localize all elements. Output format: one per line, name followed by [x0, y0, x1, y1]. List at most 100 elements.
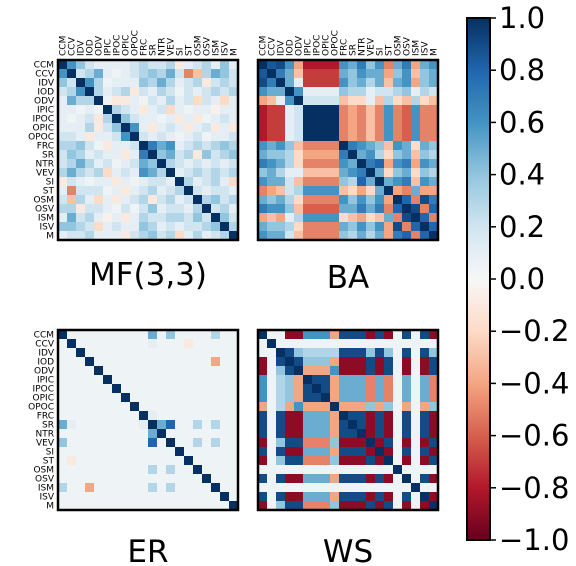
heatmap-cell [429, 231, 439, 241]
heatmap-cell [366, 402, 376, 412]
heatmap-cell [267, 501, 277, 511]
heatmap-cell [193, 402, 203, 412]
heatmap-cell [402, 231, 412, 241]
heatmap-cell [420, 204, 430, 214]
heatmap-cell [348, 87, 358, 97]
heatmap-cell [366, 447, 376, 457]
heatmap-cell [157, 438, 167, 448]
heatmap-cell [294, 420, 304, 430]
heatmap-panel: WS [256, 328, 440, 566]
heatmap-cell [229, 204, 239, 214]
x-tick-label: IOD [86, 39, 96, 56]
heatmap-cell [312, 105, 322, 115]
heatmap-cell [366, 96, 376, 106]
heatmap-cell [321, 78, 331, 88]
heatmap-cell [411, 465, 421, 475]
heatmap-cell [393, 330, 403, 340]
heatmap-cell [148, 492, 158, 502]
heatmap-cell [294, 123, 304, 133]
heatmap-cell [211, 357, 221, 367]
heatmap-cell [184, 429, 194, 439]
heatmap-cell [58, 132, 68, 142]
x-tick-label: FRC [340, 39, 350, 56]
heatmap-cell [402, 366, 412, 376]
heatmap-cell [229, 393, 239, 403]
heatmap-cell [411, 150, 421, 160]
heatmap-cell [220, 168, 230, 178]
heatmap-cell [166, 384, 176, 394]
heatmap-cell [330, 132, 340, 142]
heatmap-panel: CCMCCVIDVIODODVIPICIPOCOPICOPOCFRCSRNTRV… [28, 30, 239, 293]
heatmap-cell [339, 357, 349, 367]
heatmap-cell [58, 213, 68, 223]
heatmap-cell [366, 159, 376, 169]
heatmap-cell [411, 78, 421, 88]
heatmap-cell [429, 393, 439, 403]
heatmap-cell [357, 411, 367, 421]
heatmap-cell [229, 159, 239, 169]
heatmap-cell [76, 384, 86, 394]
heatmap-cell [420, 96, 430, 106]
heatmap-cell [76, 78, 86, 88]
heatmap-cell [339, 438, 349, 448]
heatmap-cell [76, 366, 86, 376]
heatmap-cell [229, 474, 239, 484]
heatmap-cell [312, 78, 322, 88]
heatmap-cell [348, 204, 358, 214]
heatmap-cell [112, 375, 122, 385]
heatmap-cell [393, 69, 403, 79]
heatmap-cell [85, 114, 95, 124]
colorbar-tick-label: 0.6 [499, 105, 545, 139]
heatmap-cell [76, 141, 86, 151]
heatmap-cell [202, 420, 212, 430]
heatmap-cell [148, 447, 158, 457]
heatmap-cell [267, 87, 277, 97]
heatmap-cell [348, 78, 358, 88]
heatmap-cell [330, 150, 340, 160]
heatmap-cell [393, 411, 403, 421]
heatmap-cell [339, 195, 349, 205]
heatmap-cell [285, 195, 295, 205]
heatmap-cell [184, 195, 194, 205]
heatmap-cell [175, 159, 185, 169]
heatmap-cell [130, 78, 140, 88]
heatmap-cell [339, 141, 349, 151]
heatmap-cell [202, 393, 212, 403]
heatmap-cell [139, 96, 149, 106]
heatmap-cell [339, 384, 349, 394]
heatmap-cell [366, 501, 376, 511]
heatmap-cell [112, 438, 122, 448]
x-tick-label: VEV [367, 37, 377, 56]
heatmap-cell [184, 456, 194, 466]
heatmap-cell [58, 492, 68, 502]
heatmap-cell [193, 195, 203, 205]
heatmap-cell [330, 177, 340, 187]
heatmap-cell [375, 69, 385, 79]
heatmap-cell [411, 402, 421, 412]
heatmap-cell [258, 357, 268, 367]
heatmap-cell [184, 222, 194, 232]
heatmap-cell [202, 411, 212, 421]
heatmap-cell [193, 177, 203, 187]
heatmap-cell [202, 384, 212, 394]
heatmap-cell [211, 204, 221, 214]
y-tick-label: SI [46, 178, 54, 188]
heatmap-cell [184, 483, 194, 493]
heatmap-cell [429, 330, 439, 340]
heatmap-cell [384, 420, 394, 430]
heatmap-cell [94, 402, 104, 412]
heatmap-cell [285, 204, 295, 214]
heatmap-cell [157, 411, 167, 421]
heatmap-cell [148, 186, 158, 196]
heatmap-cell [193, 114, 203, 124]
heatmap-cell [429, 132, 439, 142]
heatmap-cell [303, 123, 313, 133]
heatmap-cell [139, 78, 149, 88]
heatmap-cell [420, 78, 430, 88]
heatmap-cell [121, 429, 131, 439]
heatmap-cell [103, 438, 113, 448]
heatmap-cell [166, 438, 176, 448]
heatmap-cell [202, 375, 212, 385]
heatmap-cell [366, 492, 376, 502]
heatmap-cell [411, 132, 421, 142]
